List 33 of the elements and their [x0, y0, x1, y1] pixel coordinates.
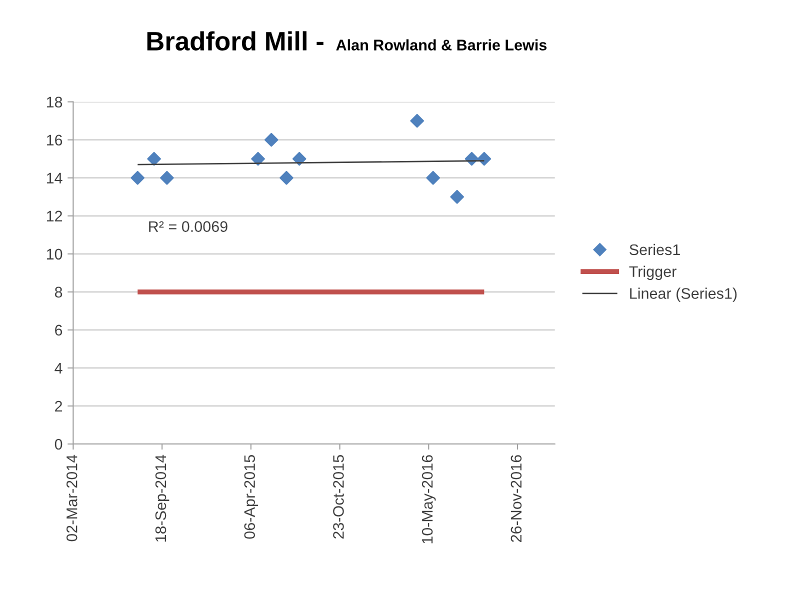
- y-tick-label: 6: [55, 324, 62, 336]
- y-tick-label: 2: [55, 400, 62, 412]
- x-tick-label: 18-Sep-2014: [155, 454, 170, 542]
- x-tick-label: 23-Oct-2015: [333, 455, 344, 539]
- chart-title: Bradford Mill -: [147, 31, 324, 51]
- y-tick-label: 4: [54, 362, 62, 374]
- y-tick-label: 12: [46, 210, 62, 222]
- legend-label: Trigger: [629, 266, 676, 280]
- y-tick-label: 8: [54, 286, 62, 298]
- legend-label: Series1: [630, 244, 680, 256]
- point: [292, 152, 306, 166]
- y-tick-label: 0: [54, 438, 62, 450]
- legend-label: Linear (Series1): [630, 288, 737, 302]
- point: [264, 132, 278, 147]
- point: [251, 152, 265, 166]
- point: [280, 170, 294, 185]
- point: [147, 152, 161, 166]
- point: [477, 152, 492, 166]
- point: [426, 170, 440, 185]
- y-tick-label: 14: [46, 172, 62, 184]
- y-tick-label: 10: [46, 248, 62, 260]
- x-tick-label: 02-Mar-2014: [66, 454, 78, 542]
- x-tick-label: 06-Apr-2015: [244, 455, 258, 539]
- point: [410, 114, 424, 128]
- point: [130, 170, 145, 185]
- chart-subtitle: Alan Rowland & Barrie Lewis: [336, 39, 547, 50]
- y-tick-label: 18: [46, 96, 62, 108]
- y-tick-label: 16: [46, 134, 62, 146]
- point: [450, 190, 464, 204]
- annotation: R² = 0.0069: [149, 221, 228, 232]
- x-tick-label: 10-May-2016: [422, 455, 436, 544]
- x-tick-label: 26-Nov-2016: [510, 455, 522, 542]
- point: [160, 170, 174, 185]
